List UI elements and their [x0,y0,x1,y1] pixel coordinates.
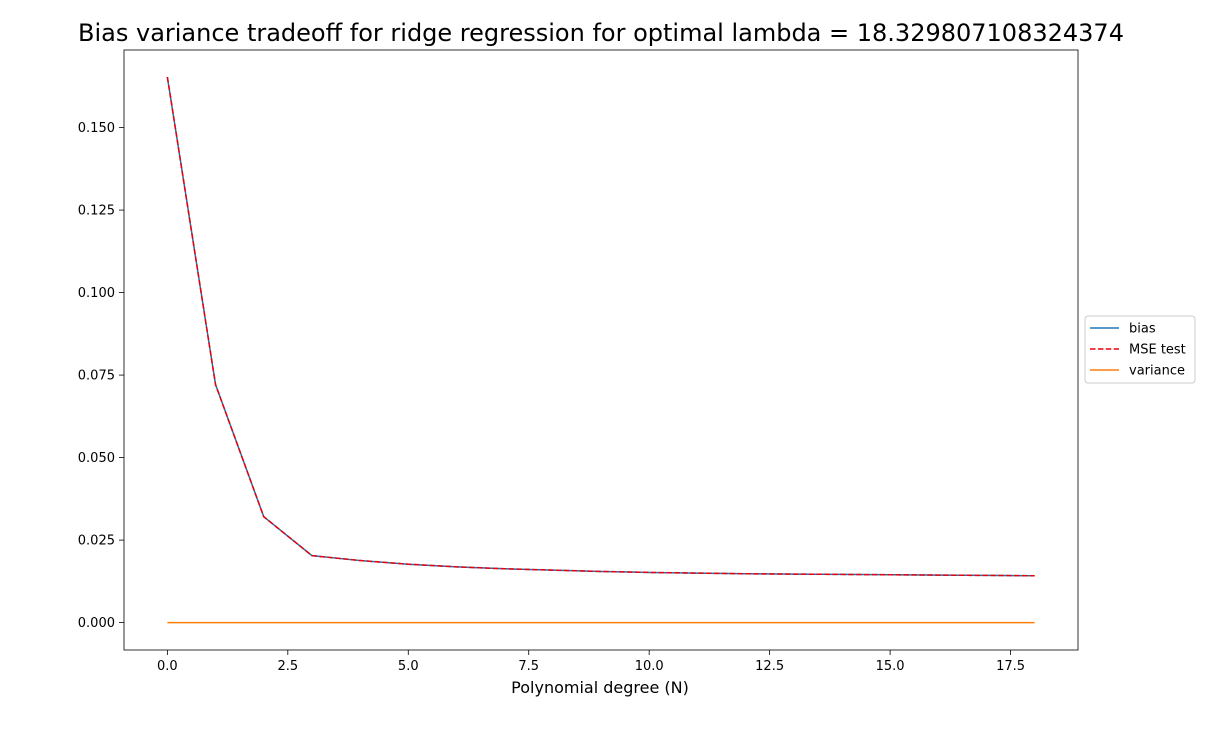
y-tick-label: 0.075 [78,369,115,384]
x-tick-label: 10.0 [635,659,664,674]
axes-frame [123,49,1079,651]
plot-area: 0.0 2.5 5.0 7.5 10.0 12.5 15.0 17.5 0.000 0.025 0.… [78,49,1079,674]
x-tick-label: 2.5 [277,659,298,674]
y-tick-label: 0.000 [78,616,115,631]
legend-label: MSE test [1129,343,1186,358]
y-tick-label: 0.025 [78,534,115,549]
y-tick-label: 0.150 [78,121,115,136]
y-tick-label: 0.100 [78,286,115,301]
x-tick-label: 15.0 [876,659,905,674]
legend: bias MSE test variance [1084,315,1196,384]
y-tick-label: 0.050 [78,451,115,466]
x-axis-label: Polynomial degree (N) [511,678,689,697]
x-tick-label: 0.0 [157,659,178,674]
x-tick-label: 12.5 [755,659,784,674]
chart-title: Bias variance tradeoff for ridge regress… [78,19,1124,47]
y-tick-label: 0.125 [78,204,115,219]
x-tick-label: 17.5 [996,659,1025,674]
series-line-mse-test [166,76,1035,577]
series-line-bias [166,76,1035,577]
x-tick-label: 5.0 [398,659,419,674]
x-tick-label: 7.5 [518,659,539,674]
legend-box [1084,315,1196,384]
legend-label: bias [1129,322,1156,337]
legend-label: variance [1129,364,1185,379]
